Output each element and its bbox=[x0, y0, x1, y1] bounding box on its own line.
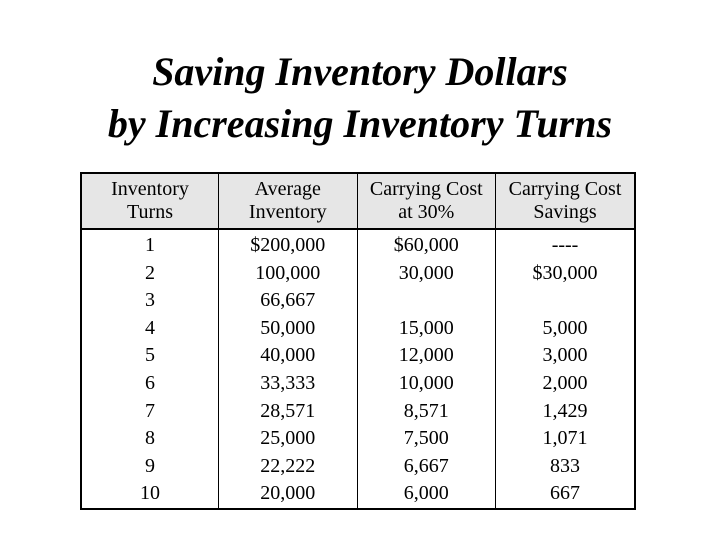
table-row: 10 20,000 6,000 667 bbox=[80, 480, 636, 509]
cell-savings: ---- bbox=[495, 229, 636, 260]
header-line: Carrying Cost bbox=[508, 178, 622, 200]
cell-average-inventory: 20,000 bbox=[218, 480, 358, 509]
cell-turns: 1 bbox=[80, 229, 220, 260]
cell-average-inventory: 22,222 bbox=[218, 452, 358, 481]
cell-savings: 5,000 bbox=[495, 314, 636, 343]
cell-carrying-cost: $60,000 bbox=[356, 229, 497, 260]
header-line: Savings bbox=[533, 201, 597, 223]
header-row: Inventory Turns Average Inventory Carryi… bbox=[80, 173, 636, 230]
header-line: Carrying Cost bbox=[369, 178, 483, 200]
header-inventory-turns: Inventory Turns bbox=[80, 173, 220, 230]
cell-carrying-cost: 8,571 bbox=[356, 397, 497, 426]
table-row: 4 50,000 15,000 5,000 bbox=[80, 314, 636, 343]
table-row: 6 33,333 10,000 2,000 bbox=[80, 369, 636, 398]
table-row: 9 22,222 6,667 833 bbox=[80, 452, 636, 481]
table-row: 8 25,000 7,500 1,071 bbox=[80, 425, 636, 453]
cell-average-inventory: 100,000 bbox=[218, 259, 358, 288]
cell-turns: 8 bbox=[80, 425, 220, 453]
cell-carrying-cost bbox=[356, 287, 497, 315]
cell-turns: 2 bbox=[80, 259, 220, 288]
cell-average-inventory: 33,333 bbox=[218, 369, 358, 398]
header-line: at 30% bbox=[398, 201, 455, 223]
cell-turns: 9 bbox=[80, 452, 220, 481]
cell-turns: 6 bbox=[80, 369, 220, 398]
cell-savings: 2,000 bbox=[495, 369, 636, 398]
header-carrying-cost: Carrying Cost at 30% bbox=[356, 173, 497, 230]
cell-average-inventory: 66,667 bbox=[218, 287, 358, 315]
cell-turns: 7 bbox=[80, 397, 220, 426]
table-body: 1 $200,000 $60,000 ---- 2 100,000 30,000… bbox=[80, 229, 636, 509]
table-row: 3 66,667 bbox=[80, 287, 636, 315]
cell-carrying-cost: 12,000 bbox=[356, 342, 497, 370]
table-row: 5 40,000 12,000 3,000 bbox=[80, 342, 636, 370]
title-line-2: by Increasing Inventory Turns bbox=[107, 101, 613, 146]
header-line: Average bbox=[254, 178, 321, 200]
header-average-inventory: Average Inventory bbox=[218, 173, 358, 230]
table-row: 1 $200,000 $60,000 ---- bbox=[80, 229, 636, 260]
cell-carrying-cost: 7,500 bbox=[356, 425, 497, 453]
cell-savings: 667 bbox=[495, 480, 636, 509]
cell-carrying-cost: 10,000 bbox=[356, 369, 497, 398]
header-line: Inventory bbox=[111, 178, 189, 200]
cell-carrying-cost: 6,000 bbox=[356, 480, 497, 509]
cell-savings: 1,071 bbox=[495, 425, 636, 453]
cell-savings: 833 bbox=[495, 452, 636, 481]
table-row: 7 28,571 8,571 1,429 bbox=[80, 397, 636, 426]
title-line-1: Saving Inventory Dollars bbox=[152, 49, 568, 94]
cell-average-inventory: 40,000 bbox=[218, 342, 358, 370]
cell-average-inventory: 50,000 bbox=[218, 314, 358, 343]
header-line: Turns bbox=[127, 201, 173, 223]
cell-carrying-cost: 6,667 bbox=[356, 452, 497, 481]
cell-turns: 5 bbox=[80, 342, 220, 370]
cell-carrying-cost: 30,000 bbox=[356, 259, 497, 288]
cell-savings: 3,000 bbox=[495, 342, 636, 370]
slide-title: Saving Inventory Dollars by Increasing I… bbox=[0, 46, 720, 150]
cell-turns: 10 bbox=[80, 480, 220, 509]
inventory-turns-table: Inventory Turns Average Inventory Carryi… bbox=[80, 172, 636, 510]
cell-average-inventory: $200,000 bbox=[218, 229, 358, 260]
cell-turns: 4 bbox=[80, 314, 220, 343]
cell-turns: 3 bbox=[80, 287, 220, 315]
cell-average-inventory: 25,000 bbox=[218, 425, 358, 453]
cell-savings: $30,000 bbox=[495, 259, 636, 288]
cell-savings: 1,429 bbox=[495, 397, 636, 426]
cell-savings bbox=[495, 287, 636, 315]
header-line: Inventory bbox=[248, 201, 327, 223]
table-row: 2 100,000 30,000 $30,000 bbox=[80, 259, 636, 288]
cell-average-inventory: 28,571 bbox=[218, 397, 358, 426]
header-carrying-cost-savings: Carrying Cost Savings bbox=[495, 173, 636, 230]
table-header: Inventory Turns Average Inventory Carryi… bbox=[80, 173, 636, 230]
cell-carrying-cost: 15,000 bbox=[356, 314, 497, 343]
